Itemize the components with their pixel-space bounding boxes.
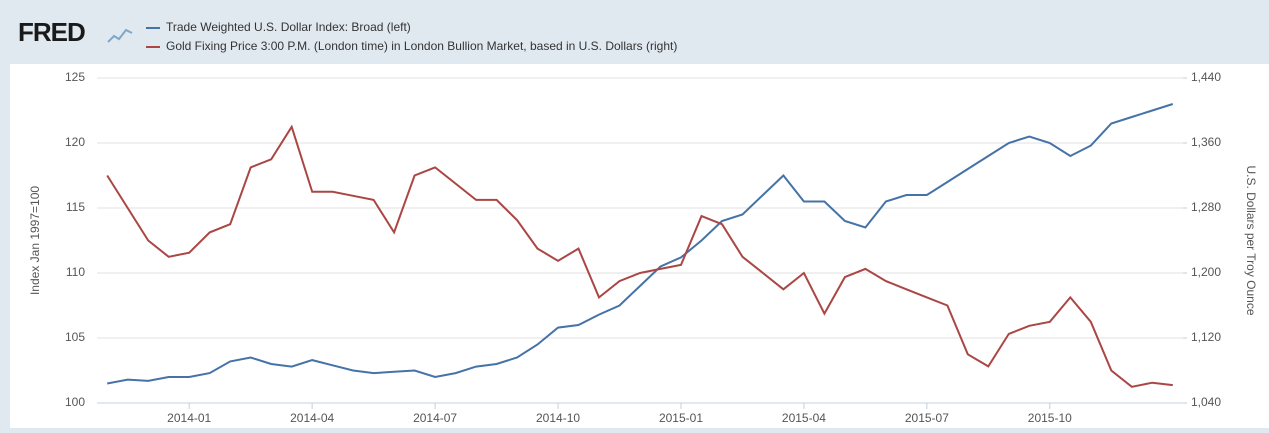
series-line [106, 124, 1173, 388]
y2-tick-label: 1,040 [1191, 395, 1221, 409]
y-tick-label: 120 [65, 135, 85, 149]
x-tick-label: 2014-10 [536, 411, 580, 425]
y-tick-label: 110 [66, 265, 85, 279]
logo-icon [107, 28, 133, 43]
x-tick-label: 2014-01 [167, 411, 211, 425]
x-tick-label: 2015-10 [1028, 411, 1072, 425]
x-tick-label: 2014-07 [413, 411, 457, 425]
logo: FRED [18, 17, 85, 47]
y-tick-label: 100 [65, 395, 85, 409]
y2-tick-label: 1,360 [1191, 135, 1221, 149]
y-tick-label: 125 [65, 70, 85, 84]
x-tick-label: 2014-04 [290, 411, 334, 425]
y-tick-label: 105 [65, 330, 85, 344]
y2-tick-label: 1,120 [1191, 330, 1221, 344]
y-tick-label: 115 [66, 200, 85, 214]
y-axis-label: Index Jan 1997=100 [28, 186, 42, 295]
plot-background [10, 64, 1269, 428]
legend-label: Trade Weighted U.S. Dollar Index: Broad … [166, 20, 411, 34]
series-line [107, 103, 1174, 385]
y2-tick-label: 1,440 [1191, 70, 1221, 84]
legend-label: Gold Fixing Price 3:00 P.M. (London time… [166, 39, 677, 53]
y2-axis-label: U.S. Dollars per Troy Ounce [1244, 165, 1258, 315]
x-tick-label: 2015-01 [659, 411, 703, 425]
y2-tick-label: 1,200 [1191, 265, 1221, 279]
legend: Trade Weighted U.S. Dollar Index: Broad … [146, 20, 677, 53]
x-tick-label: 2015-07 [905, 411, 949, 425]
x-tick-label: 2015-04 [782, 411, 826, 425]
y2-tick-label: 1,280 [1191, 200, 1221, 214]
